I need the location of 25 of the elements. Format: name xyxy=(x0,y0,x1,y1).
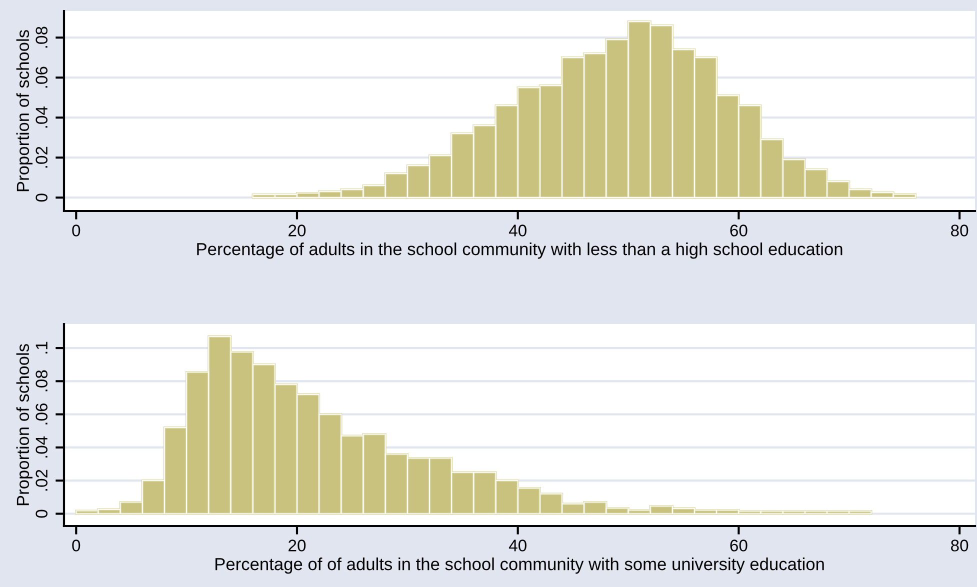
y-tick-label: .04 xyxy=(36,436,48,458)
y-tick-label: .04 xyxy=(36,106,48,128)
x-tick-label: 0 xyxy=(72,540,80,552)
y-tick-label: 0 xyxy=(36,194,48,202)
x-tick-label: 80 xyxy=(950,224,968,236)
y-axis-title: Proportion of schools xyxy=(16,344,32,506)
x-tick-label: 40 xyxy=(508,540,526,552)
y-tick-label: .02 xyxy=(36,146,48,168)
x-tick-label: 60 xyxy=(730,540,748,552)
y-axis-title: Proportion of schools xyxy=(16,30,32,192)
y-tick-label: .08 xyxy=(36,370,48,392)
y-tick-label: 0 xyxy=(36,510,48,518)
x-tick-label: 20 xyxy=(288,224,306,236)
y-tick-label: .1 xyxy=(36,342,48,354)
x-axis-title: Percentage of adults in the school community with less than a high school education xyxy=(197,242,842,259)
x-tick-label: 40 xyxy=(508,224,526,236)
y-tick-label: .02 xyxy=(36,470,48,491)
x-tick-label: 0 xyxy=(72,224,80,236)
x-tick-label: 80 xyxy=(950,540,968,552)
y-tick-label: .08 xyxy=(36,26,48,48)
x-tick-label: 60 xyxy=(730,224,748,236)
x-tick-label: 20 xyxy=(288,540,306,552)
y-tick-label: .06 xyxy=(36,66,48,88)
y-tick-label: .06 xyxy=(36,403,48,424)
x-axis-title: Percentage of of adults in the school community with some university education xyxy=(216,558,824,574)
